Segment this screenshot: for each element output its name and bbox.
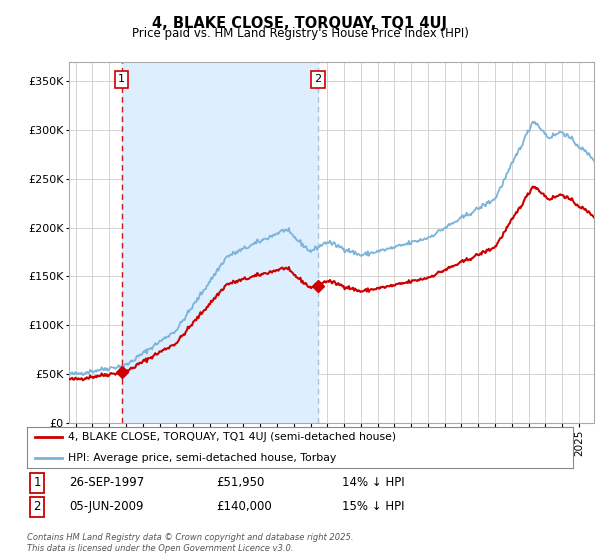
Text: 05-JUN-2009: 05-JUN-2009 <box>69 500 143 514</box>
Text: 4, BLAKE CLOSE, TORQUAY, TQ1 4UJ (semi-detached house): 4, BLAKE CLOSE, TORQUAY, TQ1 4UJ (semi-d… <box>68 432 396 442</box>
Text: Price paid vs. HM Land Registry's House Price Index (HPI): Price paid vs. HM Land Registry's House … <box>131 27 469 40</box>
Text: 2: 2 <box>34 500 41 514</box>
Text: 14% ↓ HPI: 14% ↓ HPI <box>342 476 404 489</box>
Text: 26-SEP-1997: 26-SEP-1997 <box>69 476 144 489</box>
Text: 1: 1 <box>118 74 125 84</box>
Text: HPI: Average price, semi-detached house, Torbay: HPI: Average price, semi-detached house,… <box>68 453 336 463</box>
Text: 1: 1 <box>34 476 41 489</box>
Text: £51,950: £51,950 <box>216 476 265 489</box>
Text: 2: 2 <box>314 74 322 84</box>
Text: Contains HM Land Registry data © Crown copyright and database right 2025.
This d: Contains HM Land Registry data © Crown c… <box>27 533 353 553</box>
Text: £140,000: £140,000 <box>216 500 272 514</box>
Bar <box>122 62 318 423</box>
Text: 4, BLAKE CLOSE, TORQUAY, TQ1 4UJ: 4, BLAKE CLOSE, TORQUAY, TQ1 4UJ <box>152 16 448 31</box>
Text: 15% ↓ HPI: 15% ↓ HPI <box>342 500 404 514</box>
